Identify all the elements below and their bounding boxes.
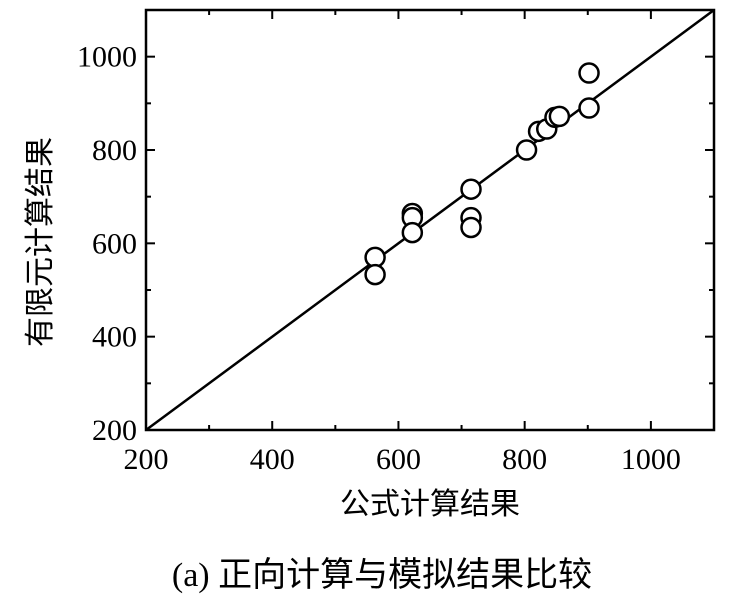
reference-line — [145, 8, 715, 432]
data-point — [548, 105, 571, 128]
data-point — [578, 97, 600, 119]
data-point — [460, 178, 482, 200]
plot-frame — [144, 8, 716, 432]
x-tick-label: 400 — [250, 443, 295, 476]
y-tick-label: 200 — [92, 414, 137, 447]
y-tick-label: 400 — [92, 321, 137, 354]
data-point — [578, 62, 600, 84]
x-tick-label: 1000 — [621, 443, 681, 476]
y-tick-label: 1000 — [77, 41, 137, 74]
data-point — [460, 216, 482, 239]
data-point — [401, 221, 424, 244]
y-tick-label: 800 — [92, 134, 137, 167]
data-point — [515, 139, 538, 161]
y-axis-label: 有限元计算结果 — [24, 137, 57, 347]
x-tick-label: 800 — [502, 443, 547, 476]
x-axis-label: 公式计算结果 — [340, 488, 520, 521]
data-point — [364, 263, 386, 286]
chart-caption: (a) 正向计算与模拟结果比较 — [172, 556, 592, 594]
x-tick-label: 200 — [124, 443, 169, 476]
y-tick-label: 600 — [92, 227, 137, 260]
x-tick-label: 600 — [376, 443, 421, 476]
